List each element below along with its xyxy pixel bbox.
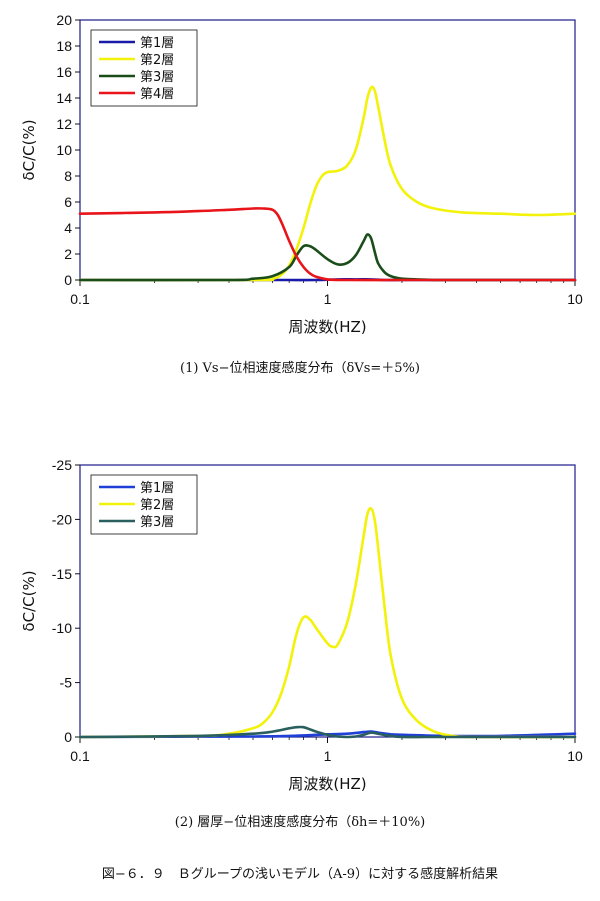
series-line-4 (78, 207, 577, 282)
y-tick-label: -25 (52, 457, 72, 473)
x-axis-label: 周波数(HZ) (288, 775, 366, 793)
y-tick-label: 16 (56, 64, 72, 80)
y-tick-label: 18 (56, 38, 72, 54)
chart-2-caption: (2) 層厚−位相速度感度分布（δh=＋10%) (175, 814, 426, 830)
y-tick-label: 4 (64, 220, 72, 236)
y-tick-label: 2 (64, 246, 72, 262)
legend-label: 第2層 (140, 498, 174, 513)
y-tick-label: 12 (56, 116, 72, 132)
y-axis-label: δC/C(%) (20, 570, 38, 631)
chart-1-caption: (1) Vs−位相速度感度分布（δVs=＋5%) (180, 360, 420, 376)
x-tick-label: 0.1 (70, 748, 90, 764)
series-line-3 (78, 233, 577, 282)
legend-label: 第3層 (140, 515, 174, 530)
legend-label: 第2層 (140, 53, 174, 68)
chart-1: 0 2 4 6 8 10 12 14 16 18 20 0.1 1 10 周波数(HZ) δC/C(%) 第1層… (20, 12, 583, 336)
y-tick-label: 14 (56, 90, 72, 106)
y-tick-label: -15 (52, 566, 72, 582)
y-tick-label: 8 (64, 168, 72, 184)
legend-label: 第3層 (140, 70, 174, 85)
legend-label: 第1層 (140, 481, 174, 496)
y-tick-label: -10 (52, 620, 72, 636)
legend-label: 第4層 (140, 87, 174, 102)
y-tick-label: -5 (60, 675, 73, 691)
x-tick-label: 0.1 (70, 291, 90, 307)
x-tick-label: 1 (324, 291, 332, 307)
figure-caption: 図−６．９ Ｂグループの浅いモデル（A-9）に対する感度解析結果 (102, 866, 498, 882)
x-axis-label: 周波数(HZ) (288, 318, 366, 336)
series-line-3 (78, 725, 577, 739)
x-tick-label: 1 (324, 748, 332, 764)
series-line-2 (78, 506, 577, 739)
y-tick-label: -20 (52, 511, 72, 527)
x-tick-label: 10 (567, 291, 583, 307)
chart-2: 0 -5 -10 -15 -20 -25 0.1 1 10 周波数(HZ) δC/C(%) 第1層第2… (20, 457, 583, 793)
y-axis-label: δC/C(%) (20, 119, 38, 180)
series-line-2 (78, 85, 577, 282)
y-tick-label: 20 (56, 12, 72, 28)
y-tick-label: 0 (64, 729, 72, 745)
y-tick-label: 6 (64, 194, 72, 210)
y-tick-label: 0 (64, 272, 72, 288)
y-tick-label: 10 (56, 142, 72, 158)
x-tick-label: 10 (567, 748, 583, 764)
legend-label: 第1層 (140, 36, 174, 51)
